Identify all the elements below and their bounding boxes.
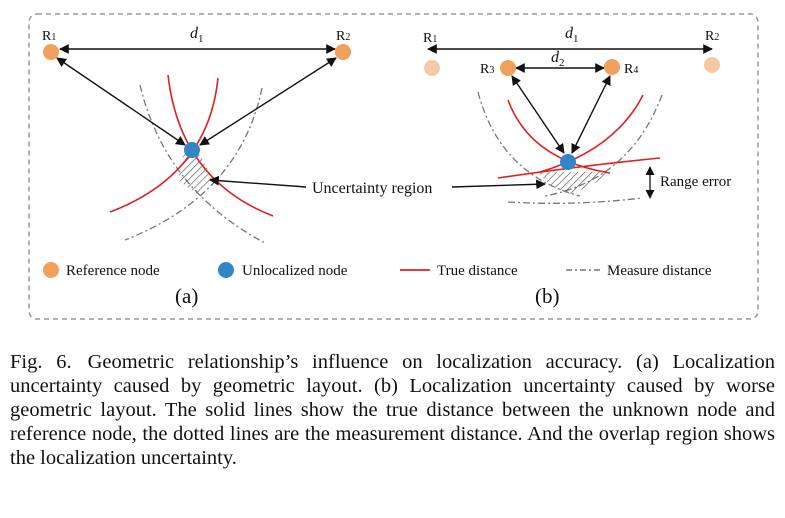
reference-node-r3 (500, 60, 516, 76)
reference-node-r4 (604, 59, 620, 75)
reference-node-r2-faded (704, 57, 720, 73)
legend-reference-swatch (43, 262, 59, 278)
r4-label-b: R4 (624, 62, 638, 77)
measure-distance-bottom (507, 197, 643, 204)
r2-to-node-arrow (199, 57, 337, 146)
panel-a: R1 R2 d1 (a) (42, 25, 351, 308)
uncertainty-arrow-a (209, 175, 307, 188)
legend-unlocalized-label: Unlocalized node (242, 263, 348, 279)
d1-label-b: d1 (565, 25, 579, 45)
legend: Reference node Unlocalized node True dis… (43, 262, 712, 279)
measure-distance-arc (544, 94, 663, 197)
reference-node-r1-faded (424, 60, 440, 76)
panel-a-label: (a) (175, 284, 198, 308)
figure-diagram: R1 R2 d1 (a) R1 R2 R3 R4 d1 d2 (28, 13, 759, 320)
d2-label-b: d2 (551, 49, 565, 69)
figure-caption: Fig. 6. Geometric relationship’s influenc… (10, 350, 775, 470)
legend-measure-distance-label: Measure distance (607, 263, 712, 279)
r1-label-b: R1 (423, 31, 437, 46)
r2-label-b: R2 (705, 29, 719, 44)
panel-b-label: (b) (535, 284, 560, 308)
r2-label-a: R2 (336, 29, 350, 44)
uncertainty-region-b (538, 172, 612, 194)
uncertainty-arrow-b (451, 179, 546, 190)
legend-true-distance-label: True distance (437, 263, 518, 279)
r1-label-a: R1 (42, 29, 56, 44)
true-distance-arc (167, 74, 274, 217)
r1-to-node-arrow (56, 57, 186, 146)
caption-text: Geometric relationship’s influence on lo… (10, 351, 775, 469)
true-distance-arc (507, 99, 611, 174)
unlocalized-node (560, 154, 576, 170)
r4-to-node-arrow (571, 75, 611, 154)
uncertainty-region-a (178, 152, 214, 194)
r3-to-node-arrow (511, 75, 565, 154)
true-distance-arc (539, 94, 644, 173)
reference-node-r1 (43, 44, 59, 60)
reference-node-r2 (335, 44, 351, 60)
measure-distance-arc (477, 91, 581, 197)
range-error-label: Range error (660, 174, 731, 190)
true-distance-bottom (497, 157, 661, 179)
legend-unlocalized-swatch (218, 262, 234, 278)
panel-b: R1 R2 R3 R4 d1 d2 Range error (b) (423, 25, 731, 308)
caption-label: Fig. 6. (10, 351, 72, 373)
d1-label-a: d1 (190, 25, 204, 45)
r3-label-b: R3 (480, 62, 494, 77)
uncertainty-region-label: Uncertainty region (312, 180, 432, 197)
true-distance-arc (109, 77, 219, 213)
legend-reference-label: Reference node (66, 263, 160, 279)
unlocalized-node (184, 142, 200, 158)
